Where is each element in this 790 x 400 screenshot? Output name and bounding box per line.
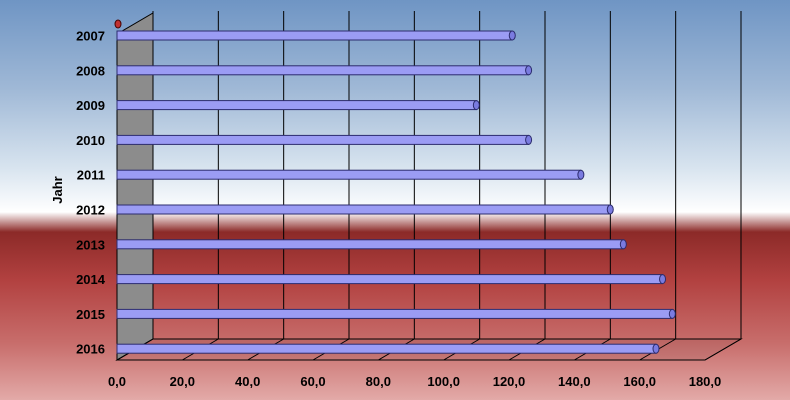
y-tick-label: 2015 [76, 307, 105, 322]
bar [116, 239, 627, 250]
bar [116, 134, 533, 145]
bar [116, 65, 533, 76]
y-tick-label: 2011 [77, 168, 105, 183]
y-tick-label: 2016 [76, 342, 105, 357]
x-tick-label: 140,0 [558, 374, 591, 389]
x-tick-label: 160,0 [623, 374, 656, 389]
axis-marker [114, 19, 122, 29]
x-tick-label: 120,0 [493, 374, 526, 389]
x-tick-label: 0,0 [108, 374, 126, 389]
chart-walls [115, 12, 743, 361]
y-tick-label: 2010 [76, 133, 105, 148]
x-tick-label: 180,0 [689, 374, 722, 389]
x-tick-label: 80,0 [366, 374, 391, 389]
x-tick-label: 40,0 [235, 374, 260, 389]
y-tick-label: 2014 [76, 272, 106, 287]
gridlines [116, 11, 742, 361]
y-tick-label: 2012 [76, 203, 105, 218]
bars [114, 19, 676, 354]
x-tick-labels: 0,0 20,0 40,0 60,0 80,0 100,0 120,0 140,0 160,0 1… [108, 374, 721, 389]
y-tick-labels: 2007 2008 2009 2010 2011 2012 2013 2014 2015 2016 [76, 29, 106, 357]
bar [116, 30, 516, 41]
y-tick-label: 2009 [76, 98, 105, 113]
bar [116, 100, 480, 111]
y-tick-label: 2007 [76, 29, 105, 44]
bar [116, 204, 614, 215]
x-tick-label: 20,0 [170, 374, 195, 389]
floor-gridline [704, 338, 742, 361]
y-axis-title: Jahr [50, 176, 65, 203]
left-wall [116, 12, 154, 361]
bar [116, 308, 676, 319]
x-tick-label: 60,0 [300, 374, 325, 389]
y-tick-label: 2008 [76, 63, 105, 78]
y-tick-label: 2013 [76, 237, 105, 252]
bar [116, 343, 660, 354]
bar [116, 169, 585, 180]
x-tick-label: 100,0 [427, 374, 460, 389]
bar [116, 274, 667, 285]
